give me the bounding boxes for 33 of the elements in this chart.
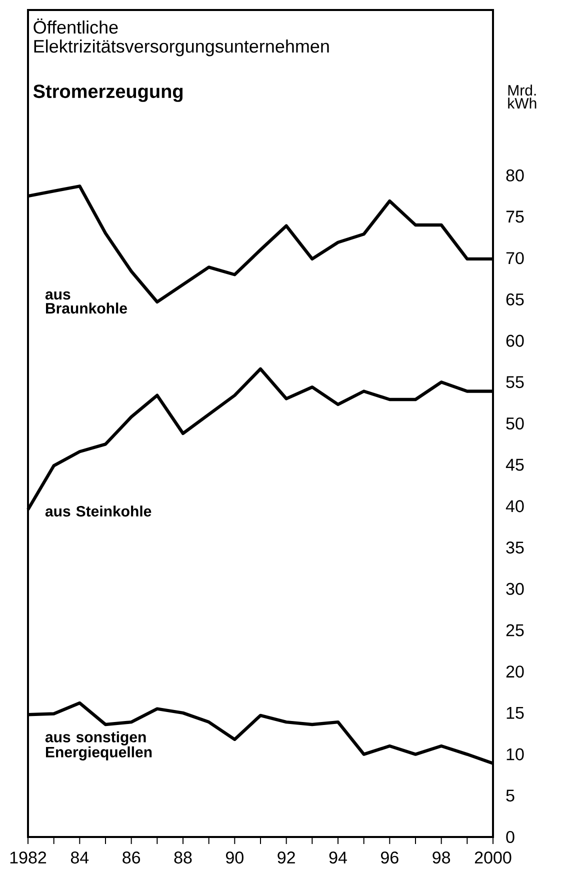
y-tick-label: 45 <box>506 458 524 471</box>
x-tick-label: 94 <box>329 852 347 864</box>
y-tick-label: 60 <box>506 334 524 347</box>
x-tick-label: 96 <box>381 852 398 864</box>
x-tick-label: 90 <box>226 852 244 864</box>
x-tick-label: 86 <box>122 852 140 864</box>
y-tick-label: 75 <box>506 210 524 223</box>
y-tick-label: 40 <box>506 500 524 512</box>
series-label: aus sonstigen Energiequellen <box>45 731 152 760</box>
text: Öffentliche Elektrizitätsversorgungsunternehmen <box>34 18 329 56</box>
x-tick-label: 98 <box>432 852 450 864</box>
x-tick-label: 92 <box>278 852 295 864</box>
y-tick-label: 5 <box>506 790 514 802</box>
y-tick-label: 55 <box>506 376 524 388</box>
y-axis-title: Mrd. kWh <box>508 84 536 108</box>
series-label: aus Steinkohle <box>45 506 152 517</box>
y-tick-label: 50 <box>506 417 524 430</box>
y-tick-label: 20 <box>506 666 524 678</box>
x-tick-label: 84 <box>70 852 89 864</box>
y-tick-label: 65 <box>506 293 524 306</box>
text: Stromerzeugung <box>33 84 183 102</box>
x-tick-label: 1982 <box>10 852 46 864</box>
y-tick-label: 70 <box>506 252 524 264</box>
y-tick-label: 25 <box>506 624 524 636</box>
x-tick-label: 88 <box>174 852 192 864</box>
y-tick-label: 0 <box>506 830 514 844</box>
y-tick-label: 30 <box>506 582 524 595</box>
y-tick-label: 35 <box>506 542 524 554</box>
y-tick-label: 15 <box>506 707 524 719</box>
y-tick-label: 80 <box>506 169 524 182</box>
x-tick-label: 2000 <box>474 852 512 864</box>
y-tick-label: 10 <box>506 748 524 760</box>
series-label: aus Braunkohle <box>45 291 127 314</box>
